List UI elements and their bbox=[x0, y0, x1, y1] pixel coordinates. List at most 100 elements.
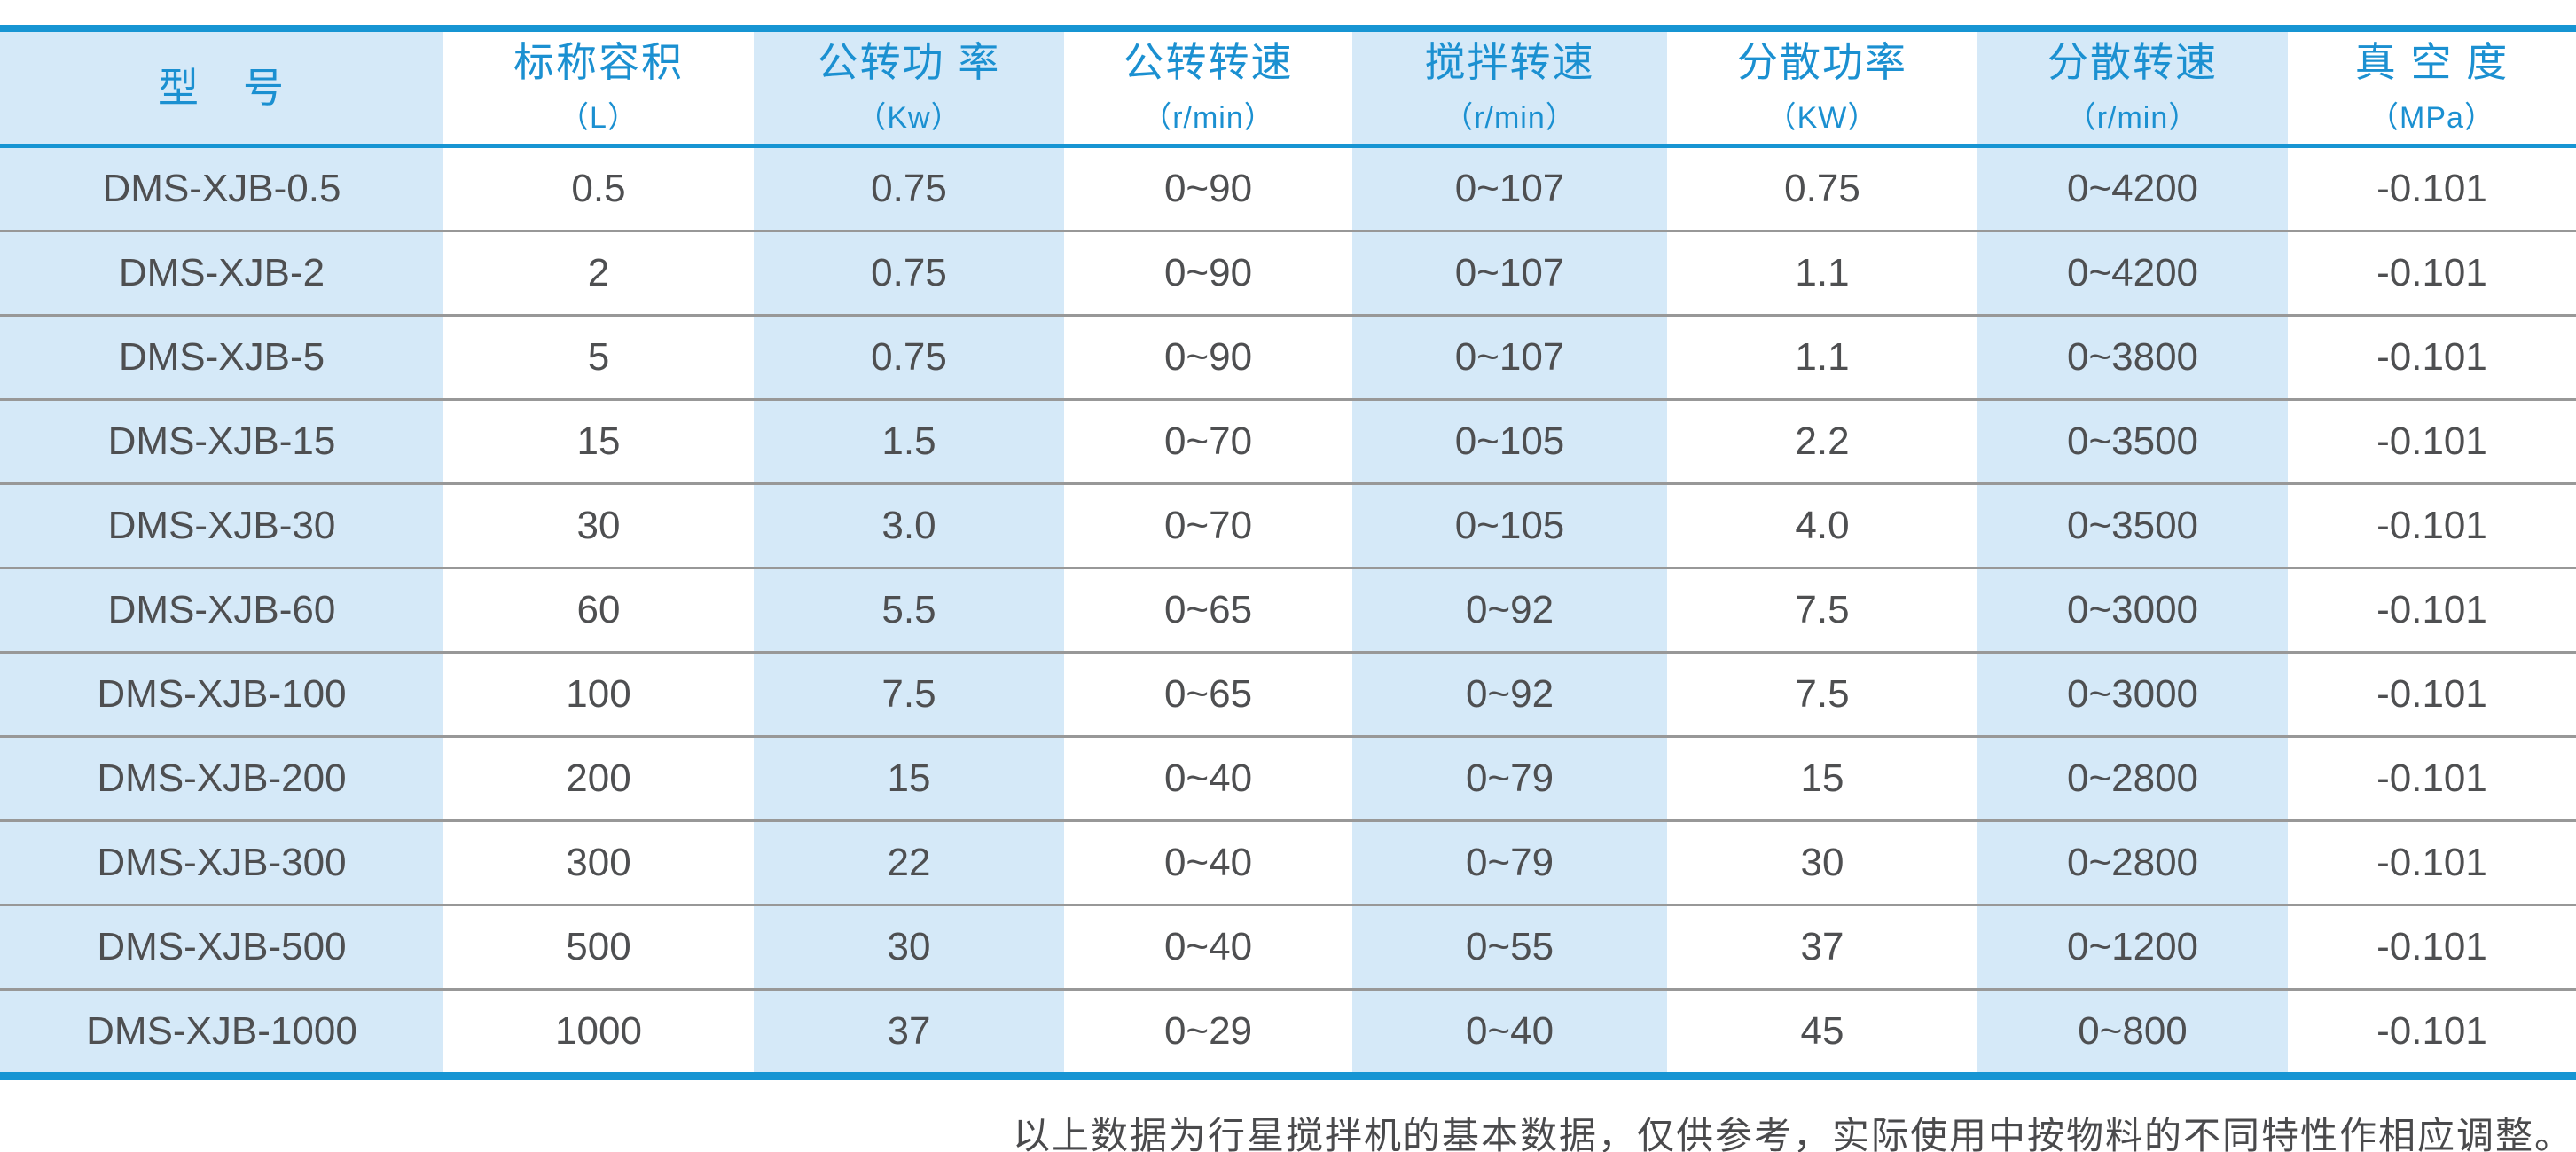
table-row: DMS-XJB-15 15 1.5 0~70 0~105 2.2 0~3500 -0.101 bbox=[0, 398, 2576, 484]
cell-value: 1.5 bbox=[754, 398, 1064, 484]
cell-model: DMS-XJB-5 bbox=[0, 314, 443, 400]
column-unit: （r/min） bbox=[2065, 100, 2200, 135]
cell-value: 0~4200 bbox=[1977, 230, 2288, 316]
cell-value: -0.101 bbox=[2288, 735, 2576, 821]
cell-value: 0~2800 bbox=[1977, 735, 2288, 821]
cell-value: 0~40 bbox=[1064, 904, 1352, 990]
cell-value: 30 bbox=[754, 904, 1064, 990]
cell-value: 0~40 bbox=[1064, 735, 1352, 821]
cell-value: 0~3800 bbox=[1977, 314, 2288, 400]
cell-value: -0.101 bbox=[2288, 567, 2576, 653]
cell-value: 30 bbox=[1667, 819, 1977, 905]
table-row: DMS-XJB-2 2 0.75 0~90 0~107 1.1 0~4200 -0.101 bbox=[0, 230, 2576, 316]
table-row: DMS-XJB-30 30 3.0 0~70 0~105 4.0 0~3500 -0.101 bbox=[0, 482, 2576, 568]
cell-model: DMS-XJB-500 bbox=[0, 904, 443, 990]
cell-value: 0~107 bbox=[1352, 230, 1667, 316]
cell-value: -0.101 bbox=[2288, 230, 2576, 316]
header-row: 型 号 标称容积 （L） 公转功 率 （Kw） 公转转速 （r/min） bbox=[0, 28, 2576, 148]
cell-value: 0~105 bbox=[1352, 398, 1667, 484]
cell-value: 0~65 bbox=[1064, 567, 1352, 653]
spec-table-container: 型 号 标称容积 （L） 公转功 率 （Kw） 公转转速 （r/min） bbox=[0, 25, 2576, 1080]
cell-value: -0.101 bbox=[2288, 904, 2576, 990]
cell-value: 0~70 bbox=[1064, 482, 1352, 568]
column-title: 搅拌转速 bbox=[1424, 39, 1595, 86]
cell-value: 0~79 bbox=[1352, 735, 1667, 821]
column-title: 标称容积 bbox=[513, 39, 684, 86]
cell-value: 0~40 bbox=[1352, 988, 1667, 1077]
cell-value: 0~107 bbox=[1454, 167, 1565, 210]
table-row: DMS-XJB-0.5 0.5 0.75 0~90 0~107 0.75 0~4200 -0.… bbox=[0, 146, 2576, 231]
cell-value: 45 bbox=[1667, 988, 1977, 1077]
cell-model: DMS-XJB-300 bbox=[0, 819, 443, 905]
column-header-dispersion-speed: 分散转速 （r/min） bbox=[1977, 28, 2288, 148]
spec-table: 型 号 标称容积 （L） 公转功 率 （Kw） 公转转速 （r/min） bbox=[0, 25, 2576, 1080]
column-header-stirring-speed: 搅拌转速 （r/min） bbox=[1352, 28, 1667, 148]
cell-value: 7.5 bbox=[1667, 567, 1977, 653]
column-unit: （MPa） bbox=[2369, 100, 2495, 135]
column-title: 型 号 bbox=[158, 64, 286, 111]
cell-value: 0~90 bbox=[1064, 230, 1352, 316]
cell-value: 0~4200 bbox=[2066, 167, 2199, 210]
table-row: DMS-XJB-1000 1000 37 0~29 0~40 45 0~800 -0.101 bbox=[0, 988, 2576, 1077]
column-unit: （KW） bbox=[1766, 100, 1879, 135]
cell-value: 0~55 bbox=[1352, 904, 1667, 990]
cell-value: 0.75 bbox=[871, 167, 947, 210]
cell-value: 0~105 bbox=[1352, 482, 1667, 568]
table-row: DMS-XJB-5 5 0.75 0~90 0~107 1.1 0~3800 -0.101 bbox=[0, 314, 2576, 400]
cell-model: DMS-XJB-0.5 bbox=[102, 167, 341, 210]
cell-value: 22 bbox=[754, 819, 1064, 905]
column-unit: （r/min） bbox=[1141, 100, 1275, 135]
column-unit: （L） bbox=[559, 100, 638, 135]
column-title: 真 空 度 bbox=[2354, 39, 2509, 86]
cell-value: 15 bbox=[443, 398, 754, 484]
cell-value: 7.5 bbox=[1667, 651, 1977, 737]
cell-model: DMS-XJB-200 bbox=[0, 735, 443, 821]
cell-value: 0.75 bbox=[754, 230, 1064, 316]
table-body: DMS-XJB-0.5 0.5 0.75 0~90 0~107 0.75 0~4200 -0.… bbox=[0, 146, 2576, 1077]
cell-value: -0.101 bbox=[2288, 314, 2576, 400]
column-unit: （r/min） bbox=[1443, 100, 1577, 135]
cell-value: 15 bbox=[754, 735, 1064, 821]
cell-value: 0~3000 bbox=[1977, 567, 2288, 653]
cell-value: 0~800 bbox=[1977, 988, 2288, 1077]
table-row: DMS-XJB-300 300 22 0~40 0~79 30 0~2800 -0.101 bbox=[0, 819, 2576, 905]
cell-value: 5.5 bbox=[754, 567, 1064, 653]
cell-value: 2.2 bbox=[1667, 398, 1977, 484]
table-row: DMS-XJB-200 200 15 0~40 0~79 15 0~2800 -0.101 bbox=[0, 735, 2576, 821]
table-row: DMS-XJB-100 100 7.5 0~65 0~92 7.5 0~3000 -0.101 bbox=[0, 651, 2576, 737]
cell-value: 4.0 bbox=[1667, 482, 1977, 568]
cell-value: 0~70 bbox=[1064, 398, 1352, 484]
cell-value: 0~3500 bbox=[1977, 482, 2288, 568]
cell-value: 0~92 bbox=[1352, 651, 1667, 737]
column-header-dispersion-power: 分散功率 （KW） bbox=[1667, 28, 1977, 148]
column-unit: （Kw） bbox=[856, 100, 962, 135]
table-row: DMS-XJB-500 500 30 0~40 0~55 37 0~1200 -0.101 bbox=[0, 904, 2576, 990]
cell-value: 0.5 bbox=[571, 167, 626, 210]
cell-value: 0~3500 bbox=[1977, 398, 2288, 484]
cell-model: DMS-XJB-15 bbox=[0, 398, 443, 484]
footer-note: 以上数据为行星搅拌机的基本数据，仅供参考，实际使用中按物料的不同特性作相应调整。 bbox=[1012, 1114, 2573, 1152]
cell-value: 37 bbox=[1667, 904, 1977, 990]
cell-model: DMS-XJB-100 bbox=[0, 651, 443, 737]
cell-value: 1.1 bbox=[1667, 314, 1977, 400]
cell-value: 0~40 bbox=[1064, 819, 1352, 905]
cell-value: 3.0 bbox=[754, 482, 1064, 568]
cell-value: -0.101 bbox=[2288, 819, 2576, 905]
cell-value: 7.5 bbox=[754, 651, 1064, 737]
cell-value: 200 bbox=[443, 735, 754, 821]
column-header-revolution-speed: 公转转速 （r/min） bbox=[1064, 28, 1352, 148]
column-header-nominal-volume: 标称容积 （L） bbox=[443, 28, 754, 148]
cell-value: -0.101 bbox=[2288, 398, 2576, 484]
column-header-model: 型 号 bbox=[0, 28, 443, 148]
column-header-vacuum-degree: 真 空 度 （MPa） bbox=[2288, 28, 2576, 148]
cell-value: 0~79 bbox=[1352, 819, 1667, 905]
cell-value: 100 bbox=[443, 651, 754, 737]
cell-value: 0~1200 bbox=[1977, 904, 2288, 990]
table-header: 型 号 标称容积 （L） 公转功 率 （Kw） 公转转速 （r/min） bbox=[0, 28, 2576, 148]
cell-value: 30 bbox=[443, 482, 754, 568]
cell-value: 0.75 bbox=[754, 314, 1064, 400]
cell-value: -0.101 bbox=[2288, 482, 2576, 568]
cell-value: 37 bbox=[754, 988, 1064, 1077]
cell-model: DMS-XJB-1000 bbox=[0, 988, 443, 1077]
